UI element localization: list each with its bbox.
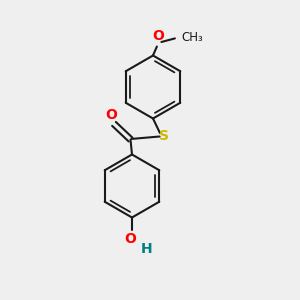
- Text: CH₃: CH₃: [182, 31, 203, 44]
- Text: O: O: [106, 108, 118, 122]
- Text: O: O: [152, 29, 164, 43]
- Text: S: S: [158, 130, 169, 143]
- Text: H: H: [140, 242, 152, 256]
- Text: O: O: [124, 232, 136, 246]
